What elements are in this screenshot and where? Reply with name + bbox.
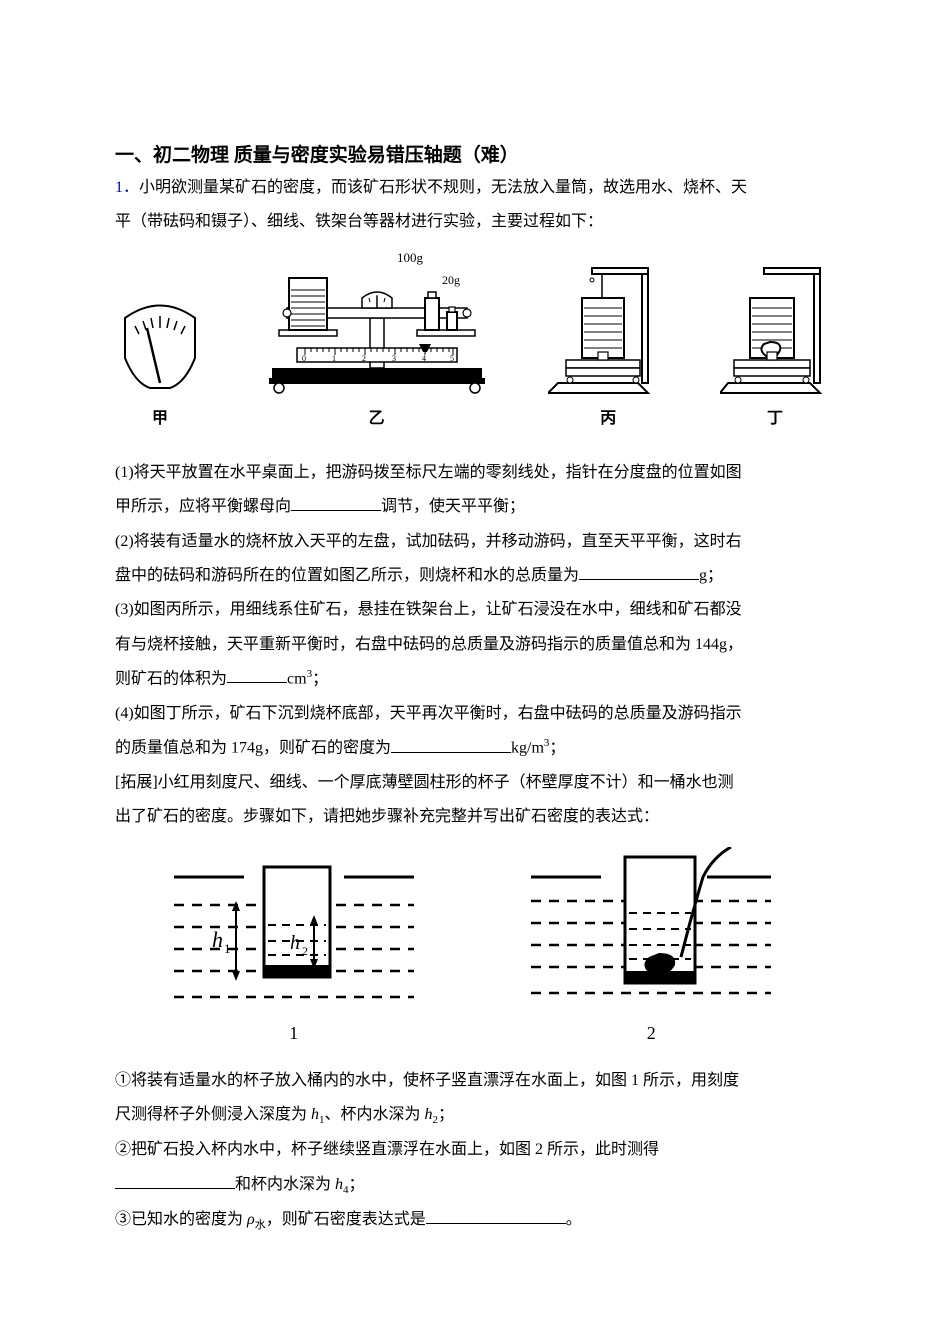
stem-text-1: 小明欲测量某矿石的密度，而该矿石形状不规则，无法放入量筒，故选用水、烧杯、天	[139, 179, 747, 196]
question-number: 1．	[115, 179, 139, 196]
svg-text:h: h	[212, 927, 223, 952]
svg-text:0: 0	[302, 354, 306, 363]
svg-text:5: 5	[450, 354, 454, 363]
svg-text:2: 2	[302, 944, 308, 958]
part3-line-c: 则矿石的体积为cm3；	[115, 664, 830, 695]
blank-3	[227, 666, 287, 684]
page: 一、初二物理 质量与密度实验易错压轴题（难） 1．小明欲测量某矿石的密度，而该矿…	[0, 0, 945, 1337]
blank-4	[391, 735, 511, 753]
blank-1	[291, 494, 381, 512]
step2-a: ②把矿石投入杯内水中，杯子继续竖直漂浮在水面上，如图 2 所示，此时测得	[115, 1135, 830, 1165]
part2-line-b: 盘中的砝码和游码所在的位置如图乙所示，则烧杯和水的总质量为 g；	[115, 561, 830, 591]
diagram-1: h 1 h 2 1	[174, 847, 414, 1044]
step3-before: ③已知水的密度为	[115, 1211, 247, 1228]
part1-line-b: 甲所示，应将平衡螺母向 调节，使天平平衡；	[115, 492, 830, 522]
rho-var: ρ	[247, 1211, 255, 1228]
blank-2	[579, 562, 699, 580]
part4-line-a: (4)如图丁所示，矿石下沉到烧杯底部，天平再次平衡时，右盘中砝码的总质量及游码指…	[115, 699, 830, 729]
svg-text:2: 2	[362, 354, 366, 363]
diagram-row: h 1 h 2 1	[115, 847, 830, 1044]
step1-b-mid: 、杯内水深为	[325, 1106, 425, 1123]
figure-bing-caption: 丙	[600, 404, 616, 428]
figure-row-1: 甲 100g 20g	[115, 248, 830, 428]
part3-c-before: 则矿石的体积为	[115, 670, 227, 687]
figure-yi-caption: 乙	[369, 404, 385, 428]
figure-yi: 100g 20g	[257, 248, 497, 428]
balance-icon: 100g 20g	[257, 248, 497, 398]
svg-text:1: 1	[224, 941, 231, 956]
step3-mid: ，则矿石密度表达式是	[266, 1211, 426, 1228]
step2-b-mid: 和杯内水深为	[235, 1176, 335, 1193]
h2-var: h	[425, 1106, 433, 1123]
cup-float-rock-icon	[531, 847, 771, 1017]
diagram-1-caption: 1	[289, 1023, 298, 1044]
part4-b-end: ；	[549, 740, 565, 757]
figure-bing: 丙	[548, 248, 668, 428]
part4-b-after: kg/m	[511, 740, 544, 757]
part3-c-after: cm	[287, 670, 307, 687]
step3: ③已知水的密度为 ρ水，则矿石密度表达式是 。	[115, 1205, 830, 1236]
step1-b: 尺测得杯子外侧浸入深度为 h1、杯内水深为 h2；	[115, 1100, 830, 1131]
section-title: 一、初二物理 质量与密度实验易错压轴题（难）	[115, 140, 830, 167]
step1-b-end: ；	[438, 1106, 454, 1123]
part2-b-before: 盘中的砝码和游码所在的位置如图乙所示，则烧杯和水的总质量为	[115, 567, 579, 584]
question-stem-line1: 1．小明欲测量某矿石的密度，而该矿石形状不规则，无法放入量筒，故选用水、烧杯、天	[115, 173, 830, 203]
part3-c-end: ；	[312, 670, 328, 687]
blank-5	[115, 1171, 235, 1189]
svg-text:1: 1	[332, 354, 336, 363]
part1-b-after: 调节，使天平平衡；	[381, 498, 525, 515]
part2-line-a: (2)将装有适量水的烧杯放入天平的左盘，试加砝码，并移动游码，直至天平平衡，这时…	[115, 527, 830, 557]
stand-sunk-icon	[720, 248, 830, 398]
step1-b-before: 尺测得杯子外侧浸入深度为	[115, 1106, 311, 1123]
rho-sub: 水	[255, 1219, 266, 1231]
figure-ding-caption: 丁	[767, 404, 783, 428]
step3-end: 。	[566, 1211, 582, 1228]
svg-text:20g: 20g	[442, 273, 460, 287]
question-stem-line2: 平（带砝码和镊子）、细线、铁架台等器材进行实验，主要过程如下：	[115, 207, 830, 237]
part4-line-b: 的质量值总和为 174g，则矿石的密度为kg/m3；	[115, 733, 830, 764]
diagram-2: 2	[531, 847, 771, 1044]
figure-jia: 甲	[115, 288, 205, 428]
part4-b-before: 的质量值总和为 174g，则矿石的密度为	[115, 740, 391, 757]
part3-line-b: 有与烧杯接触，天平重新平衡时，右盘中砝码的总质量及游码指示的质量值总和为 144…	[115, 630, 830, 660]
spacer-2	[115, 1052, 830, 1066]
figure-ding: 丁	[720, 248, 830, 428]
part1-line-a: (1)将天平放置在水平桌面上，把游码拨至标尺左端的零刻线处，指针在分度盘的位置如…	[115, 458, 830, 488]
figure-jia-caption: 甲	[152, 404, 168, 428]
cup-float-icon: h 1 h 2	[174, 847, 414, 1017]
svg-text:h: h	[290, 932, 300, 954]
svg-text:100g: 100g	[397, 250, 424, 265]
h1-var: h	[311, 1106, 319, 1123]
svg-text:4: 4	[422, 354, 426, 363]
extension-line-a: [拓展]小红用刻度尺、细线、一个厚底薄壁圆柱形的杯子（杯壁厚度不计）和一桶水也测	[115, 768, 830, 798]
part1-b-before: 甲所示，应将平衡螺母向	[115, 498, 291, 515]
stand-suspended-icon	[548, 248, 668, 398]
blank-6	[426, 1206, 566, 1224]
step2-b: 和杯内水深为 h4；	[115, 1170, 830, 1201]
extension-line-b: 出了矿石的密度。步骤如下，请把她步骤补充完整并写出矿石密度的表达式：	[115, 802, 830, 832]
part3-line-a: (3)如图丙所示，用细线系住矿石，悬挂在铁架台上，让矿石浸没在水中，细线和矿石都…	[115, 595, 830, 625]
step2-b-end: ；	[349, 1176, 365, 1193]
part2-b-after: g；	[699, 567, 723, 584]
step1-a: ①将装有适量水的杯子放入桶内的水中，使杯子竖直漂浮在水面上，如图 1 所示，用刻…	[115, 1066, 830, 1096]
h4-var: h	[335, 1176, 343, 1193]
svg-text:3: 3	[392, 354, 396, 363]
diagram-2-caption: 2	[647, 1023, 656, 1044]
dial-icon	[115, 288, 205, 398]
spacer	[115, 434, 830, 458]
